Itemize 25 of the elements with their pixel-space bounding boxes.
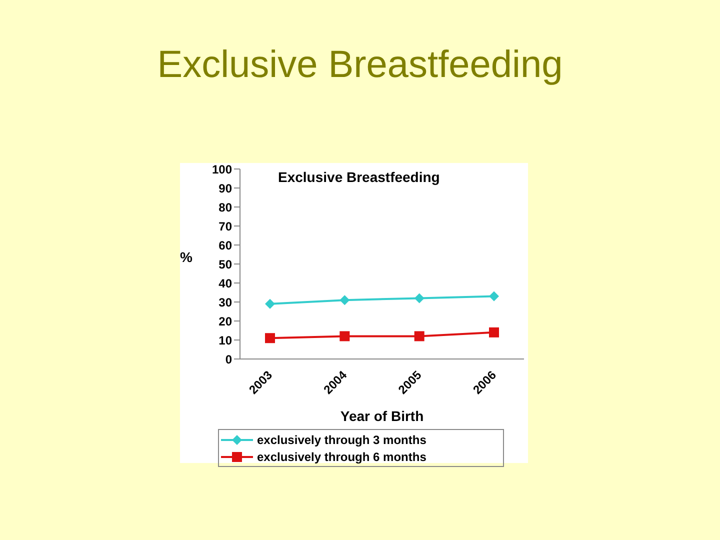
point xyxy=(489,327,499,338)
point xyxy=(414,331,424,342)
point xyxy=(265,298,275,309)
y-axis-title: % xyxy=(180,249,192,265)
point xyxy=(340,295,350,306)
y-tick-label: 90 xyxy=(218,181,232,196)
y-tick-label: 80 xyxy=(218,200,232,214)
point xyxy=(489,291,499,302)
y-tick-label: 70 xyxy=(218,219,232,234)
x-axis-title: Year of Birth xyxy=(340,408,424,424)
y-tick-label: 40 xyxy=(218,276,232,290)
y-tick-label: 10 xyxy=(218,333,232,348)
chart-title: Exclusive Breastfeeding xyxy=(156,44,564,87)
y-tick-label: 60 xyxy=(218,238,232,252)
legend-label: exclusively through 6 months xyxy=(257,450,426,464)
point xyxy=(340,331,350,342)
y-tick-label: 0 xyxy=(225,352,232,366)
y-tick-label: 30 xyxy=(218,295,232,310)
point xyxy=(414,293,424,304)
y-tick-label: 20 xyxy=(218,314,232,328)
legend-label: exclusively through 3 months xyxy=(257,432,426,446)
y-tick-label: 100 xyxy=(212,162,232,176)
chart-subtitle: Exclusive Breastfeeding xyxy=(278,169,440,185)
point xyxy=(265,333,275,344)
y-tick-label: 50 xyxy=(218,257,232,272)
